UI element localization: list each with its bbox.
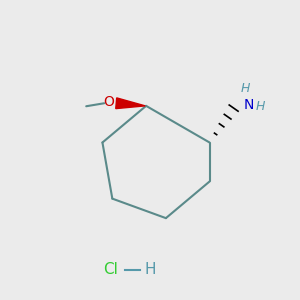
Text: Cl: Cl [103,262,118,278]
Text: H: H [256,100,265,113]
Text: N: N [244,98,254,112]
Text: H: H [241,82,250,95]
Text: O: O [103,95,114,109]
Text: H: H [144,262,156,278]
Polygon shape [116,98,145,109]
